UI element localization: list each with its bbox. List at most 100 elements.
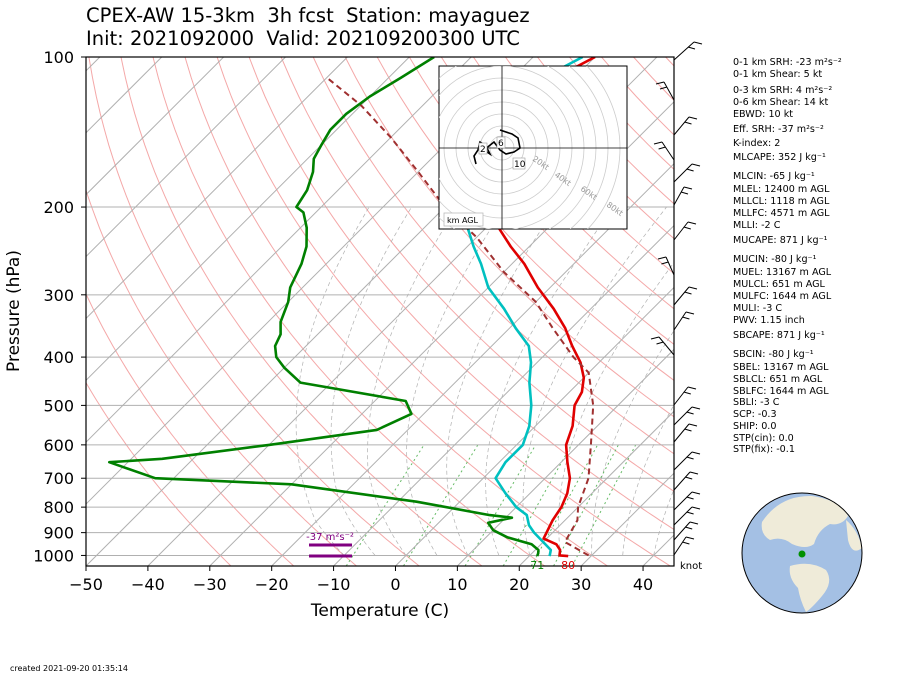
wind-barb [673, 286, 690, 306]
isotherm [395, 286, 674, 566]
moist-adiabat [330, 206, 412, 556]
wind-barb-feather [689, 471, 699, 475]
wind-barb-feather [689, 521, 699, 525]
wind-barb [658, 336, 675, 356]
wetbulb-line [108, 57, 540, 557]
isotherm [86, 57, 163, 134]
wind-barb-feather [656, 341, 664, 345]
wind-barb [673, 311, 687, 331]
wind-barb-feather [685, 476, 693, 480]
hodograph-height-box [496, 136, 506, 149]
globe-outline [741, 492, 863, 614]
wind-barb [673, 536, 687, 556]
wind-barb-feather [684, 428, 692, 432]
x-tick-label: −40 [131, 575, 165, 594]
isotherm [209, 101, 674, 566]
index-item: MUCIN: -80 J kg⁻¹ [733, 254, 817, 265]
dry-adiabat [440, 57, 674, 310]
africa-edge [846, 520, 862, 551]
dry-adiabat [120, 57, 483, 566]
wind-barb-feather [687, 386, 697, 390]
wind-barb [673, 521, 691, 541]
wind-barb-feather [653, 141, 663, 145]
dry-adiabat [344, 57, 674, 418]
hodograph-legend: km AGL [447, 216, 479, 225]
y-tick-label: 100 [43, 48, 74, 67]
wind-barb [663, 81, 675, 101]
wind-barb [673, 186, 685, 206]
wind-barb-feather [684, 121, 692, 125]
wind-barb-feather [683, 226, 691, 230]
dry-adiabat [86, 381, 232, 566]
index-item: MLLI: -2 C [733, 220, 781, 231]
wind-barb-feather [687, 46, 696, 50]
mixing-ratio-line [502, 444, 572, 566]
wind-barb-feather [683, 186, 693, 190]
station-marker [798, 550, 806, 558]
wind-barb-feather [685, 536, 695, 540]
x-tick-label: −50 [69, 575, 103, 594]
dry-adiabat [248, 57, 674, 531]
isotherm [580, 472, 674, 566]
mixing-ratio-line [530, 444, 599, 566]
dry-adiabat [312, 57, 674, 455]
wind-barb-feather [680, 191, 689, 195]
created-timestamp: created 2021-09-20 01:35:14 [10, 664, 128, 673]
wind-barb-feather [688, 116, 698, 120]
hodograph-height-label: 2 [480, 145, 486, 155]
index-item: MULFC: 1644 m AGL [733, 291, 832, 302]
index-item: 0-1 km SRH: -23 m²s⁻² [733, 57, 842, 68]
y-tick-label: 600 [43, 436, 74, 455]
hodograph-legend-box [443, 212, 484, 227]
wind-barb-feather [659, 86, 668, 90]
index-item: MULCL: 651 m AGL [733, 279, 825, 290]
isotherm [86, 57, 224, 196]
dry-adiabat [408, 57, 674, 346]
y-tick-label: 800 [43, 498, 74, 517]
index-item: MLCAPE: 352 J kg⁻¹ [733, 152, 826, 163]
wind-barbs [650, 41, 703, 556]
x-tick-label: −10 [317, 575, 351, 594]
index-item: SBLCL: 651 m AGL [733, 374, 823, 385]
surface-value-label: 71 [530, 559, 544, 572]
wind-barb [673, 471, 691, 491]
x-tick-label: 40 [633, 575, 653, 594]
hodograph-height-box [512, 157, 526, 170]
isotherm [86, 57, 348, 320]
dry-adiabat [280, 57, 674, 492]
wind-barb-feather [686, 168, 694, 172]
wind-barb-feather [693, 41, 703, 45]
x-axis-label: Temperature (C) [310, 601, 449, 621]
hodograph-trace [473, 129, 521, 165]
wind-barb-feather [686, 411, 694, 415]
wind-barb-feather [658, 146, 666, 150]
y-tick-label: 900 [43, 524, 74, 543]
moist-adiabat [367, 206, 458, 556]
plot-frame [85, 56, 675, 567]
wind-barb-feather [688, 286, 698, 290]
index-item: STP(fix): -0.1 [733, 444, 795, 455]
wind-barb-feather [687, 221, 697, 225]
index-item: SBCAPE: 871 J kg⁻¹ [733, 330, 825, 341]
index-item: MLLFC: 4571 m AGL [733, 208, 830, 219]
index-item: MULI: -3 C [733, 303, 783, 314]
wind-barb-feather [691, 491, 701, 495]
mixing-ratio-line [571, 444, 637, 566]
wind-barb-feather [691, 163, 701, 167]
index-item: Eff. SRH: -37 m²s⁻² [733, 124, 824, 135]
wind-barb [673, 116, 690, 136]
wind-barb-feather [661, 261, 669, 265]
x-tick-label: 0 [390, 575, 400, 594]
index-item: MLCIN: -65 J kg⁻¹ [733, 171, 815, 182]
dry-adiabat [184, 57, 608, 566]
isotherm [271, 162, 674, 566]
dry-adiabat [88, 57, 420, 566]
y-tick-label: 300 [43, 286, 74, 305]
index-item: SHIP: 0.0 [733, 421, 777, 432]
index-item: 0-6 km Shear: 14 kt [733, 97, 829, 108]
x-tick-label: 10 [447, 575, 467, 594]
wind-barb-feather [691, 406, 701, 410]
y-tick-label: 400 [43, 348, 74, 367]
dry-adiabat [472, 57, 674, 275]
hodograph-height-label: 10 [514, 160, 526, 170]
